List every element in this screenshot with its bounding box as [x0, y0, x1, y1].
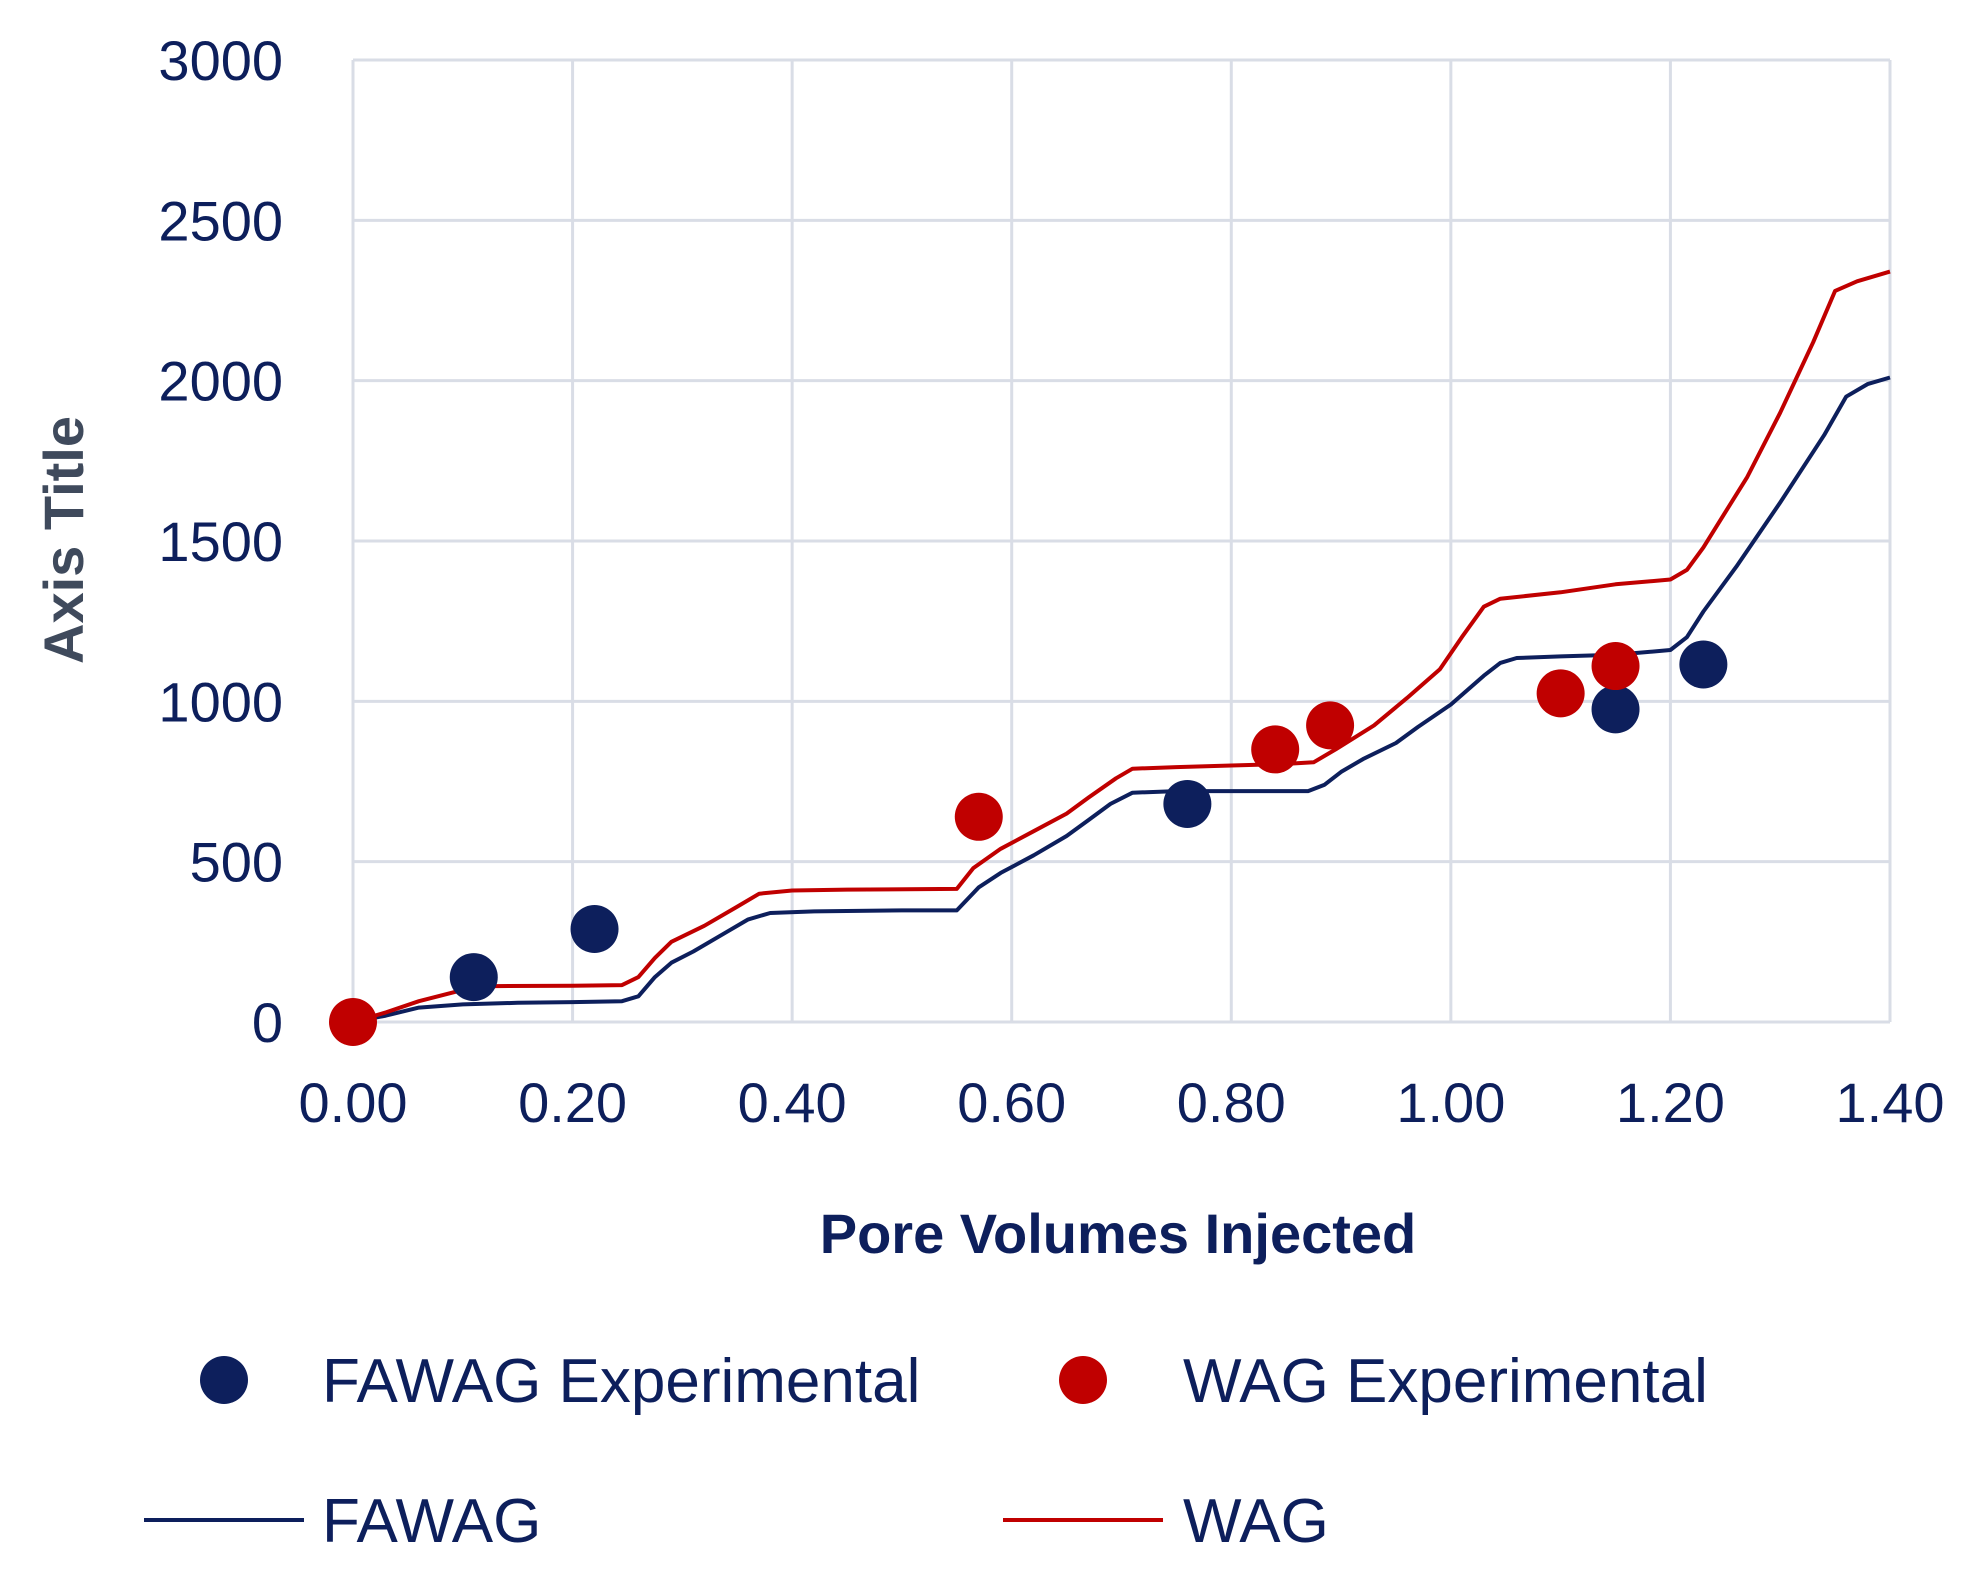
- x-tick-label: 0.20: [518, 1071, 627, 1134]
- y-tick-label: 0: [252, 991, 283, 1054]
- point-wag-experimental: [329, 998, 377, 1046]
- point-fawag-experimental: [1163, 779, 1212, 828]
- legend-marker-wag-experimental: [1059, 1356, 1107, 1404]
- legend-label-wag: WAG: [1183, 1487, 1329, 1556]
- legend-label-wag-experimental: WAG Experimental: [1183, 1347, 1708, 1416]
- x-tick-label: 0.60: [957, 1071, 1066, 1134]
- y-tick-label: 500: [190, 831, 283, 894]
- x-tick-label: 1.40: [1836, 1071, 1945, 1134]
- point-wag-experimental: [1306, 701, 1355, 750]
- point-wag-experimental: [954, 792, 1003, 841]
- x-axis: 0.00 0.20 0.40 0.60 0.80 1.00 1.20 1.40: [299, 1071, 1945, 1134]
- y-tick-label: 2000: [158, 350, 283, 413]
- x-tick-label: 0.40: [738, 1071, 847, 1134]
- series-line-fawag: [352, 375, 1891, 1024]
- point-fawag-experimental: [449, 953, 498, 1002]
- legend-label-fawag-experimental: FAWAG Experimental: [322, 1347, 920, 1416]
- y-axis: 0 500 1000 1500 2000 2500 3000: [158, 29, 283, 1054]
- point-fawag-experimental: [570, 905, 619, 954]
- x-tick-label: 1.20: [1616, 1071, 1725, 1134]
- x-axis-title: Pore Volumes Injected: [820, 1202, 1416, 1265]
- legend-marker-fawag-experimental: [200, 1356, 248, 1404]
- x-tick-label: 1.00: [1396, 1071, 1505, 1134]
- y-tick-label: 1000: [158, 670, 283, 733]
- x-tick-label: 0.80: [1177, 1071, 1286, 1134]
- legend-label-fawag: FAWAG: [322, 1487, 541, 1556]
- point-wag-experimental: [1536, 669, 1585, 718]
- x-tick-label: 0.00: [299, 1071, 408, 1134]
- series-line-wag: [352, 269, 1891, 1024]
- legend: FAWAG Experimental WAG Experimental FAWAG W…: [144, 1347, 1708, 1556]
- y-axis-title: Axis Title: [32, 416, 95, 664]
- series-points: [329, 640, 1728, 1046]
- point-wag-experimental: [1591, 642, 1640, 691]
- grid: [351, 58, 1892, 1024]
- y-tick-label: 2500: [158, 189, 283, 252]
- point-fawag-experimental: [1679, 640, 1728, 689]
- point-wag-experimental: [1251, 725, 1300, 774]
- y-tick-label: 3000: [158, 29, 283, 92]
- point-fawag-experimental: [1591, 685, 1640, 734]
- y-tick-label: 1500: [158, 510, 283, 573]
- series-lines: [352, 269, 1891, 1024]
